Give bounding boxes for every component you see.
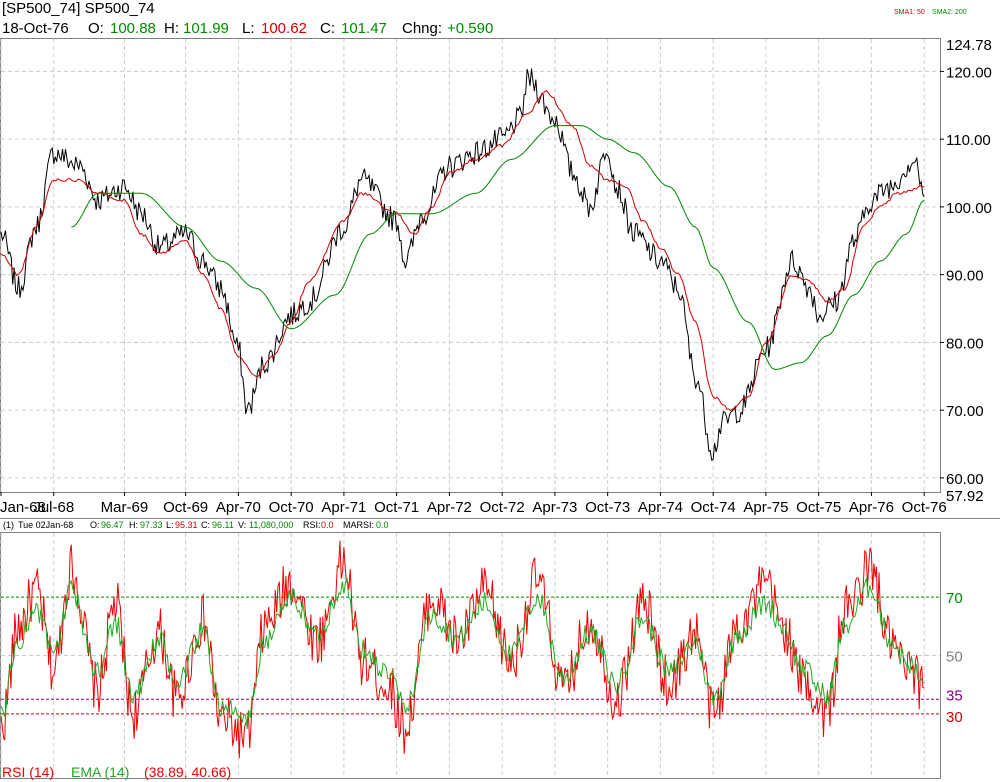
symbol-title: [SP500_74] SP500_74: [2, 0, 155, 17]
header-high-label: H:: [164, 20, 179, 37]
lower-high-label: H:: [129, 520, 138, 530]
x-tick-label: Oct-71: [374, 499, 419, 516]
rsi-levels: [1, 596, 940, 715]
lower-rsi-label: RSI:: [303, 520, 321, 530]
x-tick-label: Apr-76: [849, 499, 894, 516]
lower-close-value: 96.11: [212, 520, 234, 530]
x-tick-label: Apr-72: [427, 499, 472, 516]
y-tick-label: 110.00: [946, 132, 991, 149]
y-axis-price: 60.00 70.00 80.00 90.00 100.00 110.00 120.00 12…: [940, 37, 992, 505]
series-line-sma200: [71, 125, 925, 371]
lower-rsi-value: 0.0: [321, 520, 334, 530]
rsi-tick-label: 70: [946, 590, 963, 607]
y-tick-label: 90.00: [946, 268, 984, 285]
x-tick-label: Oct-74: [691, 499, 736, 516]
x-tick-label: Oct-75: [796, 499, 841, 516]
x-tick-label: Apr-70: [216, 499, 261, 516]
x-tick-label: Oct-72: [480, 499, 525, 516]
x-tick-label: Oct-70: [269, 499, 314, 516]
x-tick-label: Jan-68: [0, 499, 46, 516]
y-tick-label: 80.00: [946, 335, 984, 352]
sma1-legend: SMA1: 50: [894, 9, 925, 16]
rsi-grid: [0, 533, 940, 778]
x-tick-label: Apr-73: [532, 499, 577, 516]
lower-marsi-value: 0.0: [376, 520, 389, 530]
x-tick-label: Mar-69: [101, 499, 149, 516]
header-close-label: C:: [320, 20, 335, 37]
header-low-value: 100.62: [261, 20, 307, 37]
price-grid: [0, 39, 940, 492]
x-tick-label: Oct-76: [902, 499, 947, 516]
ema-legend-label: EMA (14): [71, 764, 129, 780]
lower-date: Tue 02Jan-68: [18, 520, 73, 530]
rsi-legend-label: RSI (14): [2, 764, 54, 780]
x-tick-label: Oct-73: [585, 499, 630, 516]
header-change-label: Chng:: [402, 20, 442, 37]
y-tick-label: 100.00: [946, 200, 992, 217]
x-tick-label: Jul-68: [33, 499, 74, 516]
header-open-value: 100.88: [110, 20, 156, 37]
series-line-price: [0, 68, 925, 461]
header-close-value: 101.47: [341, 20, 387, 37]
lower-volume-value: 11,080,000: [249, 520, 293, 530]
series-line-ema: [0, 577, 925, 730]
lower-high-value: 97.33: [140, 520, 163, 530]
rsi-tick-label: 30: [946, 709, 963, 726]
pane-id: (1): [3, 520, 14, 530]
header-high-value: 101.99: [183, 20, 229, 37]
lower-low-label: L:: [166, 520, 174, 530]
lower-volume-label: V:: [238, 520, 246, 530]
y-tick-label: 60.00: [946, 471, 984, 488]
header-change-value: +0.590: [447, 20, 493, 37]
header-date: 18-Oct-76: [2, 20, 69, 37]
sma2-legend: SMA2: 200: [932, 9, 967, 16]
series-line-sma50: [0, 90, 925, 412]
y-tick-label: 120.00: [946, 64, 992, 81]
lower-close-label: C:: [201, 520, 210, 530]
rsi-tick-label: 50: [946, 649, 963, 666]
lower-open-value: 96.47: [101, 520, 124, 530]
x-tick-label: Apr-71: [321, 499, 366, 516]
rsi-legend-values: (38.89, 40.66): [144, 764, 231, 780]
y-tick-label: 70.00: [946, 403, 984, 420]
header-low-label: L:: [242, 20, 255, 37]
lower-open-label: O:: [90, 520, 100, 530]
x-tick-label: Apr-75: [743, 499, 788, 516]
x-tick-label: Apr-74: [638, 499, 683, 516]
y-min-label: 57.92: [946, 488, 984, 505]
y-axis-rsi: 30 35 50 70: [946, 590, 963, 726]
lower-marsi-label: MARSI:: [343, 520, 374, 530]
price-pane: [0, 38, 941, 493]
y-max-label: 124.78: [946, 37, 992, 54]
header-open-label: O:: [88, 20, 104, 37]
rsi-tick-label: 35: [946, 687, 963, 704]
lower-low-value: 95.31: [175, 520, 198, 530]
x-tick-label: Oct-69: [163, 499, 208, 516]
